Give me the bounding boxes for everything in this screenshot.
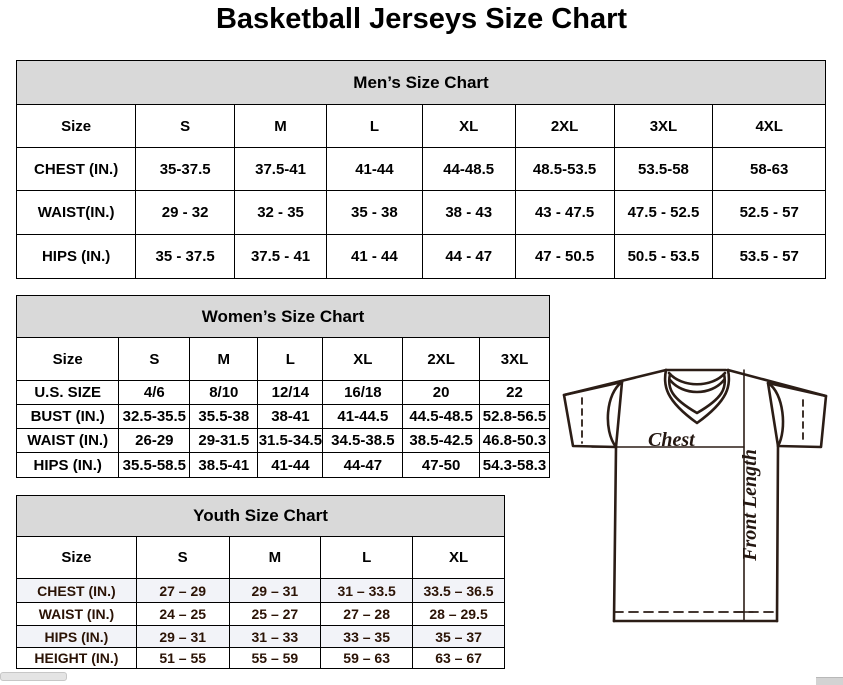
svg-text:Front Length: Front Length [739,449,761,562]
svg-text:Chest: Chest [648,429,696,451]
